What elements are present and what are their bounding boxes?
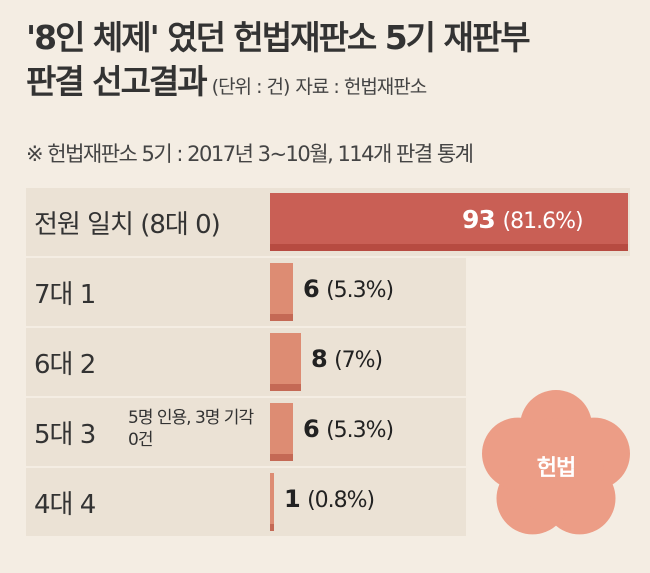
bar-shadow	[270, 384, 301, 391]
category-label: 4대 4	[34, 490, 96, 520]
value-percent: (5.3%)	[326, 278, 394, 303]
title-line-2-text: 판결 선고결과	[26, 62, 208, 101]
category-label: 전원 일치 (8대 0)	[34, 210, 221, 240]
category-note: 5명 인용, 3명 기각 0건	[128, 408, 254, 450]
bar-shadow	[270, 454, 293, 461]
bar-shadow	[270, 314, 293, 321]
value-percent: (0.8%)	[307, 488, 375, 513]
title-line-2: 판결 선고결과 (단위 : 건) 자료 : 헌법재판소	[26, 60, 529, 109]
bar	[270, 473, 274, 531]
value-percent: (7%)	[334, 348, 383, 373]
bar-shadow	[270, 524, 274, 531]
value-label: 8 (7%)	[311, 345, 383, 373]
row-background	[26, 468, 466, 536]
bar-shadow	[270, 244, 628, 251]
title-line-1: '8인 체제' 였던 헌법재판소 5기 재판부	[26, 18, 531, 57]
value-label: 6 (5.3%)	[303, 415, 394, 443]
chart-note: ※ 헌법재판소 5기 : 2017년 3~10월, 114개 판결 통계	[26, 142, 474, 166]
value-number: 8	[311, 345, 328, 373]
court-seal-icon: 헌법	[476, 386, 636, 546]
chart-title: '8인 체제' 였던 헌법재판소 5기 재판부 판결 선고결과 (단위 : 건) 자…	[26, 16, 531, 109]
value-number: 1	[284, 485, 301, 513]
value-number: 6	[303, 415, 320, 443]
value-percent: (5.3%)	[326, 418, 394, 443]
category-label: 7대 1	[34, 280, 96, 310]
seal-flower-shape	[482, 390, 630, 535]
value-label: 1 (0.8%)	[284, 485, 375, 513]
bar	[270, 263, 293, 321]
category-label: 6대 2	[34, 350, 96, 380]
value-label: 6 (5.3%)	[303, 275, 394, 303]
row-background	[26, 328, 466, 396]
bar	[270, 193, 628, 251]
row-background	[26, 258, 466, 326]
value-percent: (81.6%)	[502, 209, 584, 234]
row-background	[26, 398, 466, 466]
value-number: 93	[462, 205, 496, 234]
bar	[270, 403, 293, 461]
seal-label: 헌법	[536, 456, 576, 481]
source-label: 자료 : 헌법재판소	[295, 76, 427, 98]
value-label: 93 (81.6%)	[462, 205, 584, 234]
unit-label: (단위 : 건)	[211, 76, 291, 98]
value-number: 6	[303, 275, 320, 303]
bar	[270, 333, 301, 391]
category-label: 5대 3	[34, 420, 96, 450]
